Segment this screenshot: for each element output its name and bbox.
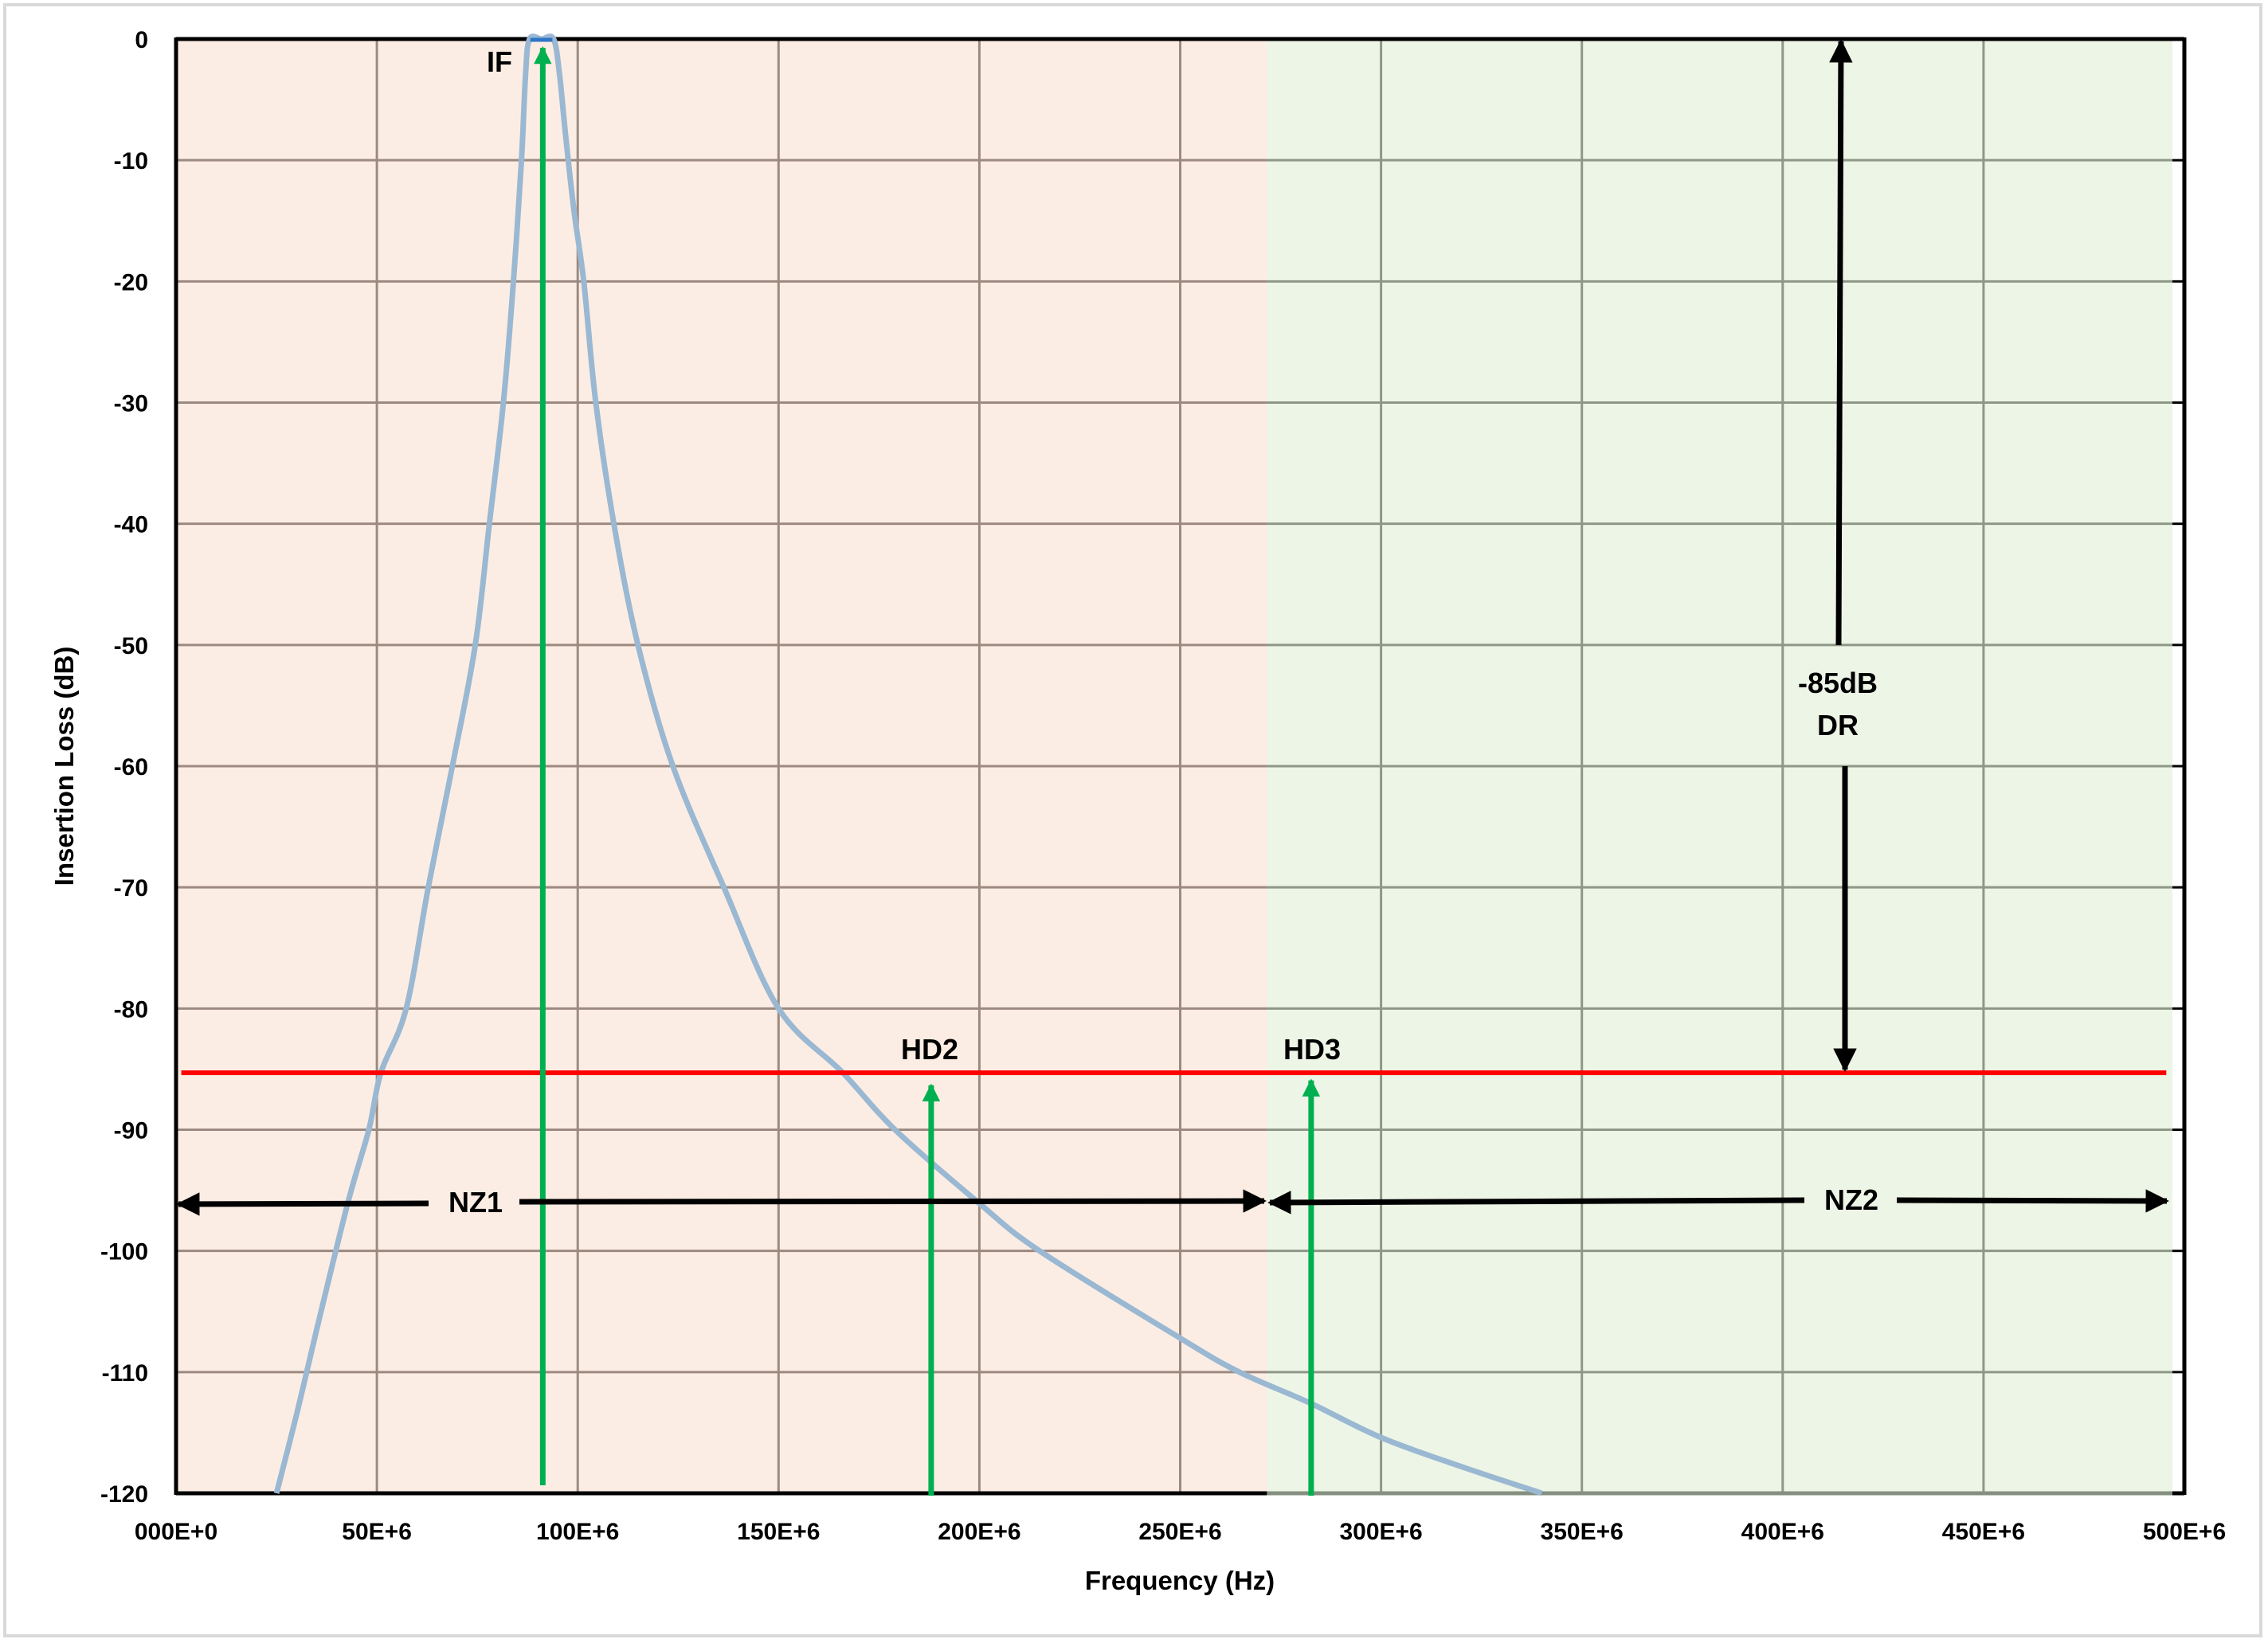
x-tick-label: 000E+0 xyxy=(135,1519,217,1545)
filter-response-curve xyxy=(273,33,1543,1496)
y-tick-label: -90 xyxy=(114,1118,148,1144)
y-tick-label: -40 xyxy=(114,512,148,538)
x-tick-label: 250E+6 xyxy=(1138,1519,1221,1545)
filter-curve-path xyxy=(273,33,1543,1496)
x-tick-label: 350E+6 xyxy=(1541,1519,1624,1545)
nz2-arrow-right xyxy=(1896,1189,2169,1213)
y-tick-label: -10 xyxy=(114,148,148,174)
nz1-arrow-left xyxy=(176,1192,429,1216)
y-tick-label: -60 xyxy=(114,754,148,780)
hd3-label: HD3 xyxy=(1283,1033,1341,1066)
y-tick-label: -50 xyxy=(114,633,148,659)
dr-value-label: -85dB xyxy=(1798,667,1878,699)
nz1-label: NZ1 xyxy=(449,1186,503,1219)
nz2-arrow-left xyxy=(1267,1191,1805,1215)
y-tick-label: -80 xyxy=(114,996,148,1023)
y-tick-label: -120 xyxy=(100,1481,148,1508)
y-tick-label: -110 xyxy=(102,1360,148,1387)
dr-text-label: DR xyxy=(1817,709,1859,741)
y-axis-title: Insertion Loss (dB) xyxy=(49,647,79,886)
x-tick-label: 400E+6 xyxy=(1741,1519,1824,1545)
tone-arrows xyxy=(534,45,1321,1496)
y-tick-label: -30 xyxy=(114,391,148,417)
y-tick-label: 0 xyxy=(135,27,148,53)
x-tick-label: 50E+6 xyxy=(342,1519,412,1545)
nyquist-zone-arrows xyxy=(176,39,2169,1216)
nz2-label: NZ2 xyxy=(1824,1183,1878,1216)
x-tick-label: 150E+6 xyxy=(737,1519,820,1545)
x-tick-label: 450E+6 xyxy=(1942,1519,2025,1545)
axes xyxy=(174,37,2187,1496)
x-axis-title: Frequency (Hz) xyxy=(1085,1566,1275,1595)
x-tick-label: 100E+6 xyxy=(536,1519,619,1545)
x-tick-label: 500E+6 xyxy=(2143,1519,2226,1545)
if-label: IF xyxy=(487,45,512,78)
y-tick-label: -20 xyxy=(114,269,148,295)
y-tick-label: -100 xyxy=(100,1239,148,1266)
dr-arrow-up xyxy=(1829,39,1853,646)
hd2-label: HD2 xyxy=(901,1033,958,1066)
nz1-arrow-right xyxy=(519,1189,1267,1213)
y-axis-ticks: 0 -10 -20 -30 -40 -50 -60 -70 -80 -90 -100 -110 -120 xyxy=(100,27,148,1508)
x-tick-label: 200E+6 xyxy=(938,1519,1020,1545)
x-tick-label: 300E+6 xyxy=(1339,1519,1422,1545)
y-tick-label: -70 xyxy=(114,875,148,902)
x-axis-ticks: 000E+0 50E+6 100E+6 150E+6 200E+6 250E+6 300E+… xyxy=(135,1519,2226,1545)
